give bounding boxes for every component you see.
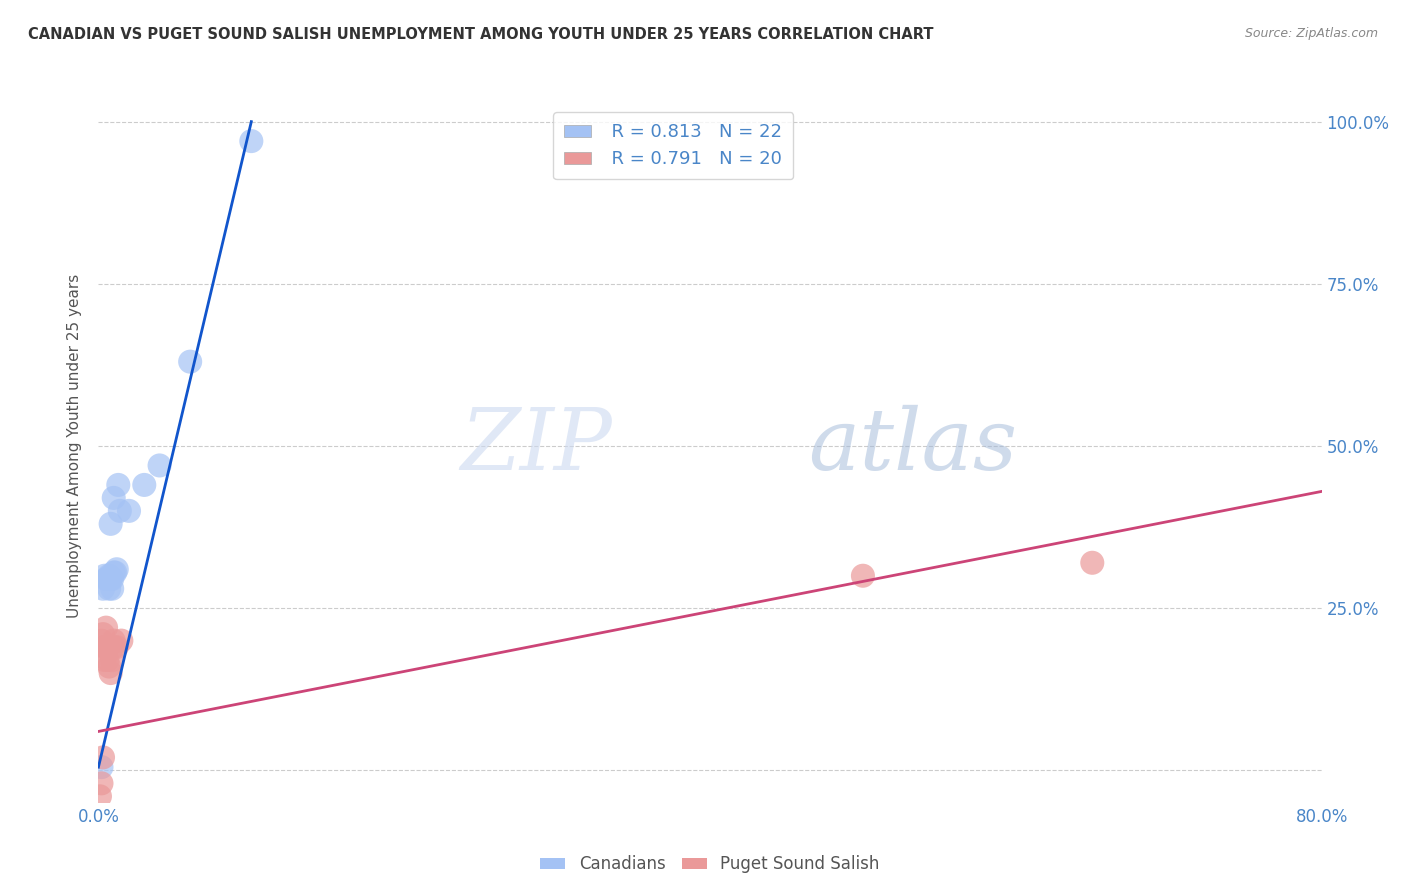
Point — [94, 621, 117, 635]
Point — [1081, 556, 1104, 570]
Point — [852, 568, 875, 582]
Point — [90, 760, 112, 774]
Point — [149, 458, 172, 473]
Point — [94, 572, 117, 586]
Point — [97, 653, 120, 667]
Point — [91, 750, 114, 764]
Point — [90, 776, 112, 790]
Point — [103, 566, 125, 580]
Point — [179, 354, 201, 368]
Point — [101, 582, 124, 596]
Text: CANADIAN VS PUGET SOUND SALISH UNEMPLOYMENT AMONG YOUTH UNDER 25 YEARS CORRELATI: CANADIAN VS PUGET SOUND SALISH UNEMPLOYM… — [28, 27, 934, 42]
Text: Source: ZipAtlas.com: Source: ZipAtlas.com — [1244, 27, 1378, 40]
Point — [100, 516, 122, 531]
Point — [110, 633, 132, 648]
Point — [97, 572, 120, 586]
Point — [107, 478, 129, 492]
Point — [91, 582, 114, 596]
Point — [108, 504, 131, 518]
Point — [100, 666, 122, 681]
Point — [101, 653, 124, 667]
Point — [104, 566, 127, 580]
Point — [98, 568, 121, 582]
Point — [89, 789, 111, 804]
Point — [98, 659, 121, 673]
Point — [103, 491, 125, 505]
Point — [240, 134, 263, 148]
Point — [93, 653, 115, 667]
Point — [93, 640, 115, 654]
Point — [93, 568, 115, 582]
Point — [98, 582, 121, 596]
Point — [103, 633, 125, 648]
Point — [91, 627, 114, 641]
Legend: Canadians, Puget Sound Salish: Canadians, Puget Sound Salish — [534, 849, 886, 880]
Text: ZIP: ZIP — [460, 405, 612, 487]
Point — [97, 640, 120, 654]
Point — [105, 562, 128, 576]
Point — [118, 504, 141, 518]
Point — [94, 640, 117, 654]
Point — [134, 478, 156, 492]
Point — [105, 640, 128, 654]
Point — [101, 572, 124, 586]
Text: atlas: atlas — [808, 405, 1017, 487]
Point — [103, 640, 125, 654]
Point — [100, 572, 122, 586]
Y-axis label: Unemployment Among Youth under 25 years: Unemployment Among Youth under 25 years — [67, 274, 83, 618]
Point — [90, 633, 112, 648]
